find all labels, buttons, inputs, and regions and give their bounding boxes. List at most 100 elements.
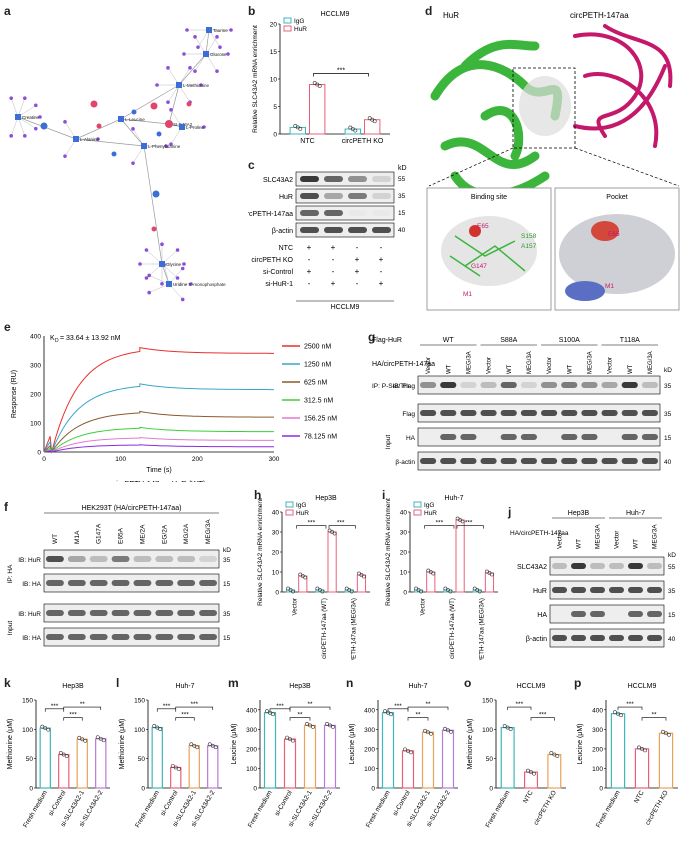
blot-band: [609, 587, 624, 593]
blot-band: [372, 176, 391, 182]
blot-band: [609, 563, 624, 569]
blot-label: IB: HuR: [18, 611, 41, 618]
legend-swatch: [285, 501, 294, 508]
header-label: HEK293T (HA/circPETH-147aa): [82, 505, 182, 512]
data-point: [389, 712, 393, 717]
y-tick-label: 300: [246, 727, 257, 734]
network-leaf-node: [155, 83, 159, 87]
network-leaf-node: [175, 276, 180, 280]
blot-frame: [295, 171, 395, 187]
y-tick-label: 200: [30, 392, 41, 399]
network-leaf-node: [9, 96, 14, 100]
ha-label: HA/circPETH-147aa: [372, 361, 435, 368]
blot-band: [628, 635, 643, 641]
data-point: [331, 725, 335, 729]
blot-band: [621, 458, 638, 464]
group-label: S88A: [500, 337, 517, 344]
network-leaf-node: [138, 262, 142, 266]
y-tick-label: 20: [272, 550, 280, 557]
network-leaf-node: [33, 103, 38, 108]
chart-h: Hep3B 0 10 20 30 40 Relative SLC43A2 mRNA enri…: [257, 495, 370, 660]
blot-band: [155, 556, 174, 562]
kd-label: kD: [223, 547, 231, 554]
kd-value: 15: [398, 210, 406, 217]
x-tick-label: si-Control: [160, 789, 180, 817]
blot-band: [480, 458, 497, 464]
y-tick-label: 150: [482, 698, 493, 705]
data-point: [449, 729, 453, 734]
huR-ribbon: [480, 106, 524, 161]
lane-label: WT: [567, 364, 573, 374]
y-tick-label: 0: [273, 132, 277, 139]
network-leaf-node: [215, 35, 219, 39]
blot-band: [561, 382, 578, 388]
blot-band: [647, 587, 662, 593]
data-point: [619, 713, 623, 718]
sig-bracket: [530, 717, 555, 721]
sig-bracket: [63, 717, 83, 721]
blot-band: [601, 410, 618, 416]
data-point: [429, 731, 433, 736]
network-leaf-node: [144, 276, 149, 280]
metabolite-network: CreatineL-AlanineL-LeucineSLC43A2L-Methi…: [9, 27, 233, 302]
ip-label: IP: P-Ser/Thr: [372, 383, 411, 390]
pocket-positive: [565, 281, 605, 301]
data-point: [529, 770, 533, 775]
panel-letter-f: f: [4, 500, 8, 514]
circpeth-ribbon: [583, 72, 659, 148]
data-point: [667, 732, 671, 737]
sig-bracket: [289, 706, 331, 711]
x-tick-label: NTC: [522, 789, 535, 804]
blot-band: [552, 587, 567, 593]
network-leaf-node: [160, 282, 164, 286]
residue-stick: [454, 235, 516, 257]
blot-band: [647, 563, 662, 569]
circpeth-ribbon: [603, 24, 673, 88]
network-leaf-link: [17, 116, 26, 136]
y-tick-label: 100: [246, 766, 257, 773]
data-point: [195, 745, 200, 750]
x-tick-label: NTC: [300, 138, 314, 145]
data-point: [403, 747, 407, 752]
blot-band: [324, 227, 343, 233]
blot-band: [641, 434, 658, 440]
blot-band: [520, 434, 537, 440]
residue-label: G147: [471, 263, 487, 270]
x-tick-label: circPETH-147aa (MEG/3A): [350, 598, 357, 660]
blot-band: [155, 610, 174, 616]
x-tick-label: circPETH-147aa (WT): [449, 598, 456, 659]
data-point: [325, 722, 329, 726]
lane-label: Vector: [487, 357, 493, 374]
blot-band: [500, 410, 517, 416]
x-tick-label: si-Control: [48, 789, 68, 817]
blot-band: [46, 556, 64, 562]
y-tick-label: 0: [599, 786, 603, 793]
blot-band: [541, 458, 558, 464]
chart-title: Huh-7: [175, 683, 194, 690]
sig-bracket: [175, 717, 195, 721]
blot-band: [460, 434, 477, 440]
data-point: [423, 728, 427, 733]
ha-label: HA/circPETH-147aa: [510, 530, 569, 537]
legend-label: HuR: [424, 510, 437, 517]
bar: [500, 726, 515, 789]
network-leaf-node: [147, 290, 151, 295]
blot-label: HuR: [533, 588, 547, 595]
network-leaf-node: [199, 83, 203, 87]
network-leaf-node: [189, 282, 193, 286]
network-hub-node: [203, 51, 209, 57]
kd-value: 35: [664, 383, 672, 390]
blot-label: IB: HuR: [18, 557, 41, 564]
data-point: [643, 748, 647, 753]
network-leaf-node: [131, 127, 135, 131]
lane-label: WT: [52, 534, 59, 544]
network-leaf-node: [180, 266, 185, 271]
network-leaf-link: [10, 98, 19, 118]
network-leaf-node: [63, 120, 67, 124]
structure-label-left: HuR: [443, 11, 459, 20]
data-point: [502, 724, 507, 728]
data-point: [616, 711, 620, 716]
network-leaf-node: [229, 28, 233, 32]
blot-band: [177, 610, 196, 616]
